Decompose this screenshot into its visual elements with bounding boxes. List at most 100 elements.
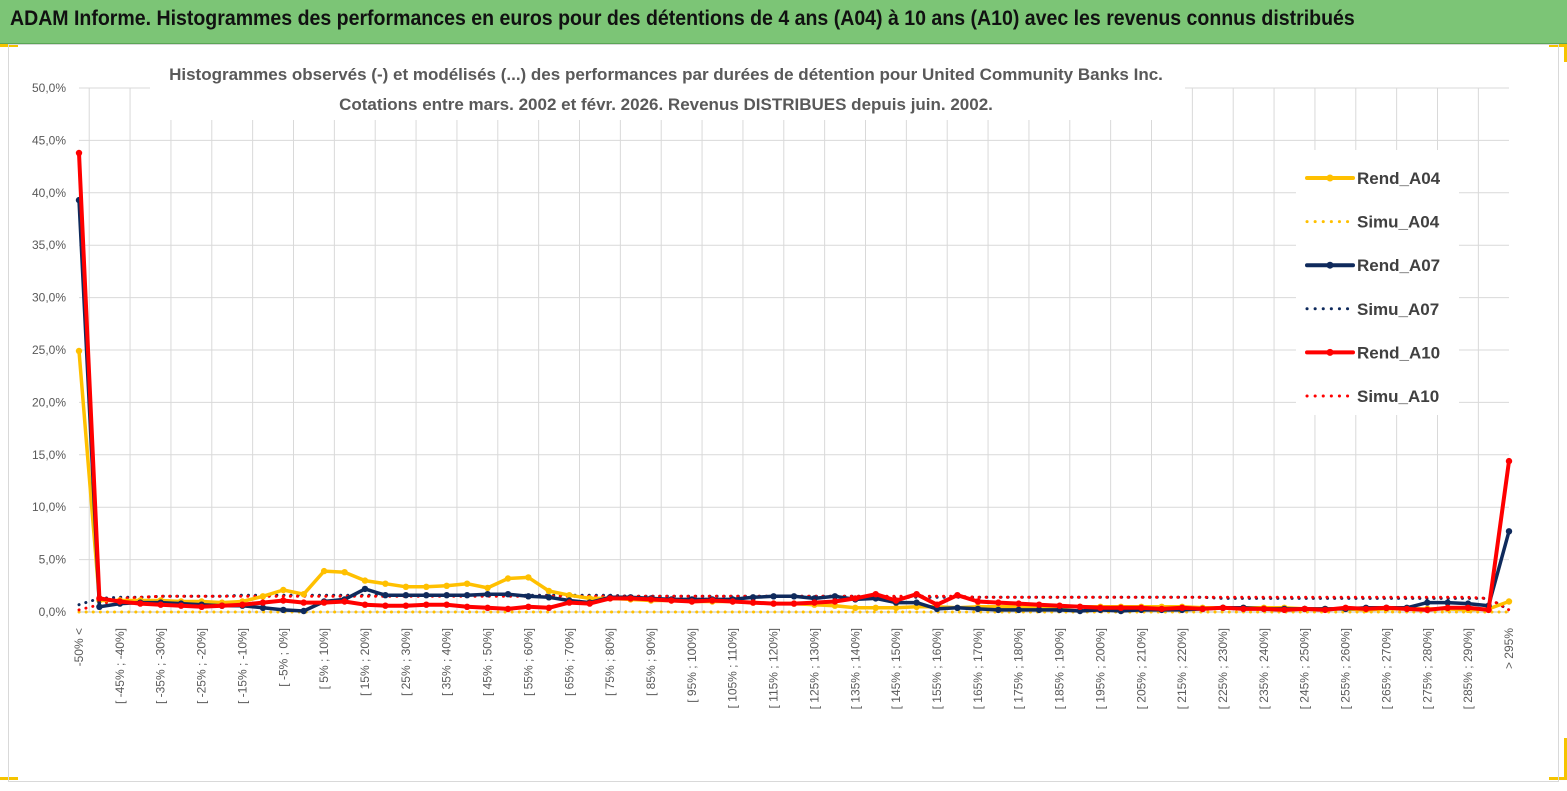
y-tick-label: 30,0% — [32, 291, 66, 305]
rend-a04-point — [504, 575, 512, 582]
rend-a10-point — [770, 600, 777, 607]
legend-marker — [1326, 174, 1334, 182]
rend-a10-point — [75, 149, 83, 157]
corner-mark — [0, 777, 18, 780]
legend-label: Rend_A10 — [1357, 343, 1440, 362]
rend-a10-point — [382, 602, 389, 609]
rend-a04-point — [361, 577, 369, 584]
rend-a04-point — [259, 593, 267, 600]
rend-a07-point — [1505, 528, 1513, 535]
rend-a10-point — [443, 601, 450, 608]
y-axis: 0,0% 5,0% 10,0% 15,0% 20,0% 25,0% 30,0% 35,0% 40… — [32, 81, 66, 619]
rend-a10-point — [872, 591, 879, 598]
rend-a10-point — [668, 597, 675, 604]
x-tick-label: [ 165% ; 170%] — [971, 628, 985, 709]
rend-a04-point — [423, 583, 430, 590]
x-tick-label: [ 265% ; 270%] — [1379, 628, 1393, 709]
x-tick-label: [ 155% ; 160%] — [930, 628, 944, 709]
y-tick-label: 50,0% — [32, 81, 66, 95]
rend-a10-point — [1301, 605, 1308, 613]
rend-a07-point — [443, 592, 450, 599]
rend-a10-point — [566, 599, 573, 606]
rend-a10-point — [1199, 605, 1206, 613]
y-tick-label: 35,0% — [32, 238, 66, 252]
series-layer — [75, 149, 1513, 615]
chart-title-block: Histogrammes observés (-) et modélisés (… — [150, 58, 1185, 120]
rend-a10-point — [749, 599, 757, 606]
rend-a10-point — [1281, 606, 1288, 614]
rend-a10-point — [545, 604, 553, 611]
rend-a10-point — [811, 599, 818, 606]
rend-a07-point — [995, 606, 1002, 614]
rend-a10-point — [239, 601, 246, 608]
rend-a04-point — [892, 604, 900, 611]
rend-a10-point — [341, 598, 348, 605]
chart-subtitle: Cotations entre mars. 2002 et févr. 2026… — [339, 95, 993, 114]
rend-a10-point — [729, 598, 736, 605]
rend-a07-point — [1444, 599, 1451, 606]
rend-a10-point — [852, 595, 859, 602]
rend-a07-point — [954, 604, 961, 611]
rend-a07-point — [463, 592, 471, 599]
rend-a04-point — [320, 567, 328, 575]
rend-a07-point — [259, 604, 267, 611]
x-tick-label: [ 255% ; 260%] — [1339, 628, 1353, 709]
report-title: ADAM Informe. Histogrammes des performan… — [10, 7, 1355, 30]
rend-a10-point — [995, 599, 1002, 606]
rend-a07-point — [790, 593, 798, 600]
x-tick-label: [ 115% ; 120%] — [767, 628, 781, 709]
rend-a10-point — [218, 602, 226, 609]
rend-a10-point — [1097, 604, 1104, 611]
rend-a10-point — [1424, 606, 1431, 614]
rend-a10-point — [647, 596, 655, 603]
x-tick-label: [ 175% ; 180%] — [1012, 628, 1026, 709]
corner-mark — [0, 44, 18, 47]
rend-a10-point — [933, 601, 941, 608]
y-tick-label: 40,0% — [32, 186, 66, 200]
rend-a10-point — [177, 602, 185, 609]
x-tick-label: [ 145% ; 150%] — [889, 628, 903, 709]
rend-a10-point — [1117, 604, 1125, 611]
y-tick-label: 15,0% — [32, 448, 66, 462]
x-axis: -50% < [ -45% ; -40%] [ -35% ; -30%] [ -25%… — [72, 628, 1516, 710]
rend-a10-point — [1403, 605, 1411, 613]
rend-a10-point — [790, 600, 798, 607]
rend-a10-point — [709, 597, 716, 604]
rend-a10-point — [1076, 603, 1084, 610]
rend-a10-point — [627, 595, 634, 602]
rend-a10-point — [1342, 604, 1349, 611]
rend-a04-point — [852, 604, 859, 611]
rend-a10-point — [1178, 604, 1186, 611]
rend-a10-point — [831, 598, 839, 605]
rend-a07-point — [280, 606, 287, 614]
rend-a10-point — [1505, 457, 1513, 465]
chart-title: Histogrammes observés (-) et modélisés (… — [169, 65, 1163, 84]
x-tick-label: [ 205% ; 210%] — [1134, 628, 1148, 709]
rend-a07-point — [1424, 599, 1431, 606]
legend-label: Simu_A10 — [1357, 387, 1439, 406]
rend-a04-point — [382, 580, 389, 587]
rend-a07-point — [1035, 606, 1043, 614]
rend-a10-point — [259, 599, 267, 606]
x-tick-label: [ -45% ; -40%] — [113, 628, 127, 704]
rend-a07-point — [361, 585, 369, 593]
rend-a10-point — [586, 600, 593, 607]
rend-a10-point — [1362, 605, 1370, 613]
rend-a10-point — [1260, 605, 1268, 613]
rend-a04-point — [545, 587, 553, 595]
rend-a10-point — [1444, 604, 1451, 611]
rend-a07-point — [525, 593, 532, 600]
rend-a07-point — [545, 594, 553, 601]
x-tick-label: [ 25% ; 30%] — [399, 628, 413, 696]
gridlines — [79, 87, 1509, 613]
rend-a07-point — [1015, 606, 1022, 614]
x-tick-label: [ 235% ; 240%] — [1257, 628, 1271, 709]
rend-a10-point — [1485, 606, 1492, 614]
x-tick-label: [ 85% ; 90%] — [644, 628, 658, 696]
rend-a07-point — [96, 603, 103, 610]
x-tick-label: [ 245% ; 250%] — [1298, 628, 1312, 709]
rend-a10-point — [320, 599, 328, 606]
rend-a10-point — [1035, 601, 1043, 608]
rend-a10-point — [525, 603, 532, 610]
legend-label: Rend_A04 — [1357, 169, 1441, 188]
